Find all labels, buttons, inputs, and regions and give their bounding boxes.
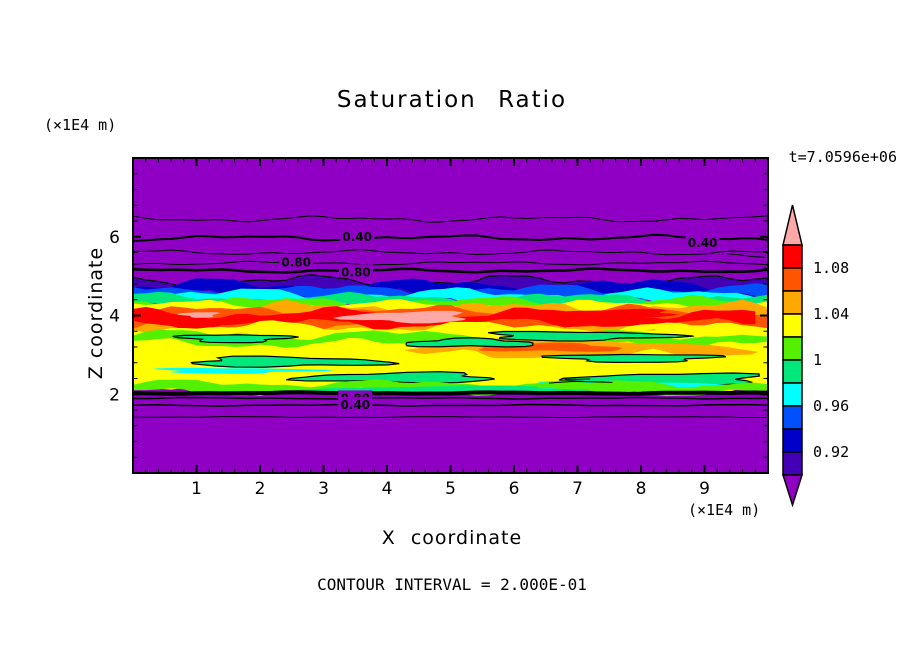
contour-line — [133, 215, 768, 223]
plot-interior: 0.400.400.800.800.800.40 — [133, 158, 768, 473]
colorbar-over-arrow — [782, 204, 803, 246]
fill-stripe — [133, 320, 768, 343]
contour-line — [548, 380, 613, 384]
fill-blob — [286, 371, 495, 384]
fill-blob — [190, 355, 400, 368]
time-label: t=7.0596e+06 — [788, 148, 897, 166]
contour-line — [726, 253, 765, 258]
x-tick-label: 8 — [636, 479, 647, 499]
fill-blob — [487, 330, 695, 342]
y-tick-label: 4 — [109, 307, 120, 327]
y-axis-title: Z coordinate — [85, 246, 107, 380]
y-axis-unit: (×1E4 m) — [44, 116, 117, 134]
colorbar-segment — [782, 290, 803, 315]
contour-line — [133, 233, 768, 242]
colorbar-label: 0.92 — [813, 443, 849, 461]
colorbar-label: 1 — [813, 351, 822, 369]
contour-label: 0.80 — [281, 256, 311, 270]
contour-label: 0.40 — [340, 398, 370, 412]
contour-label-mask — [279, 254, 314, 268]
colorbar-segment — [782, 359, 803, 384]
plot-title: Saturation Ratio — [336, 87, 568, 113]
x-axis-unit: (×1E4 m) — [688, 501, 761, 519]
contour-line — [133, 396, 768, 400]
x-tick-label: 7 — [572, 479, 583, 499]
x-tick-label: 1 — [191, 479, 202, 499]
contour-label: 0.40 — [688, 236, 718, 250]
contour-label-mask — [685, 234, 720, 248]
colorbar-segment — [782, 244, 803, 269]
x-tick-label: 2 — [255, 479, 266, 499]
tick-labels: 1 2 3 4 5 6 7 8 9 2 4 6 — [109, 228, 710, 499]
contour-label-mask — [338, 397, 373, 411]
colorbar-segment — [782, 313, 803, 338]
colorbar: 1.08 1.04 1 0.96 0.92 — [781, 204, 849, 508]
fill-blob — [538, 308, 679, 319]
colorbar-label: 1.04 — [813, 305, 849, 323]
colorbar-label: 1.08 — [813, 259, 849, 277]
contour-line — [133, 260, 768, 266]
x-tick-label: 4 — [382, 479, 393, 499]
fill-layers — [133, 273, 768, 397]
fill-blob — [332, 310, 467, 324]
colorbar-segment — [782, 451, 803, 476]
contour-line — [133, 403, 768, 407]
colorbar-segment — [782, 382, 803, 407]
contour-line — [133, 390, 768, 396]
contour-labels: 0.400.400.800.800.800.40 — [279, 228, 720, 412]
contour-line — [133, 267, 768, 274]
x-tick-label: 5 — [445, 479, 456, 499]
x-tick-label: 3 — [318, 479, 329, 499]
contour-label: 0.80 — [341, 265, 371, 279]
colorbar-under-arrow — [781, 474, 804, 508]
axis-ticks — [133, 158, 768, 473]
contour-label-mask — [338, 264, 373, 278]
fill-stripe — [133, 348, 768, 381]
fill-blob — [405, 337, 534, 348]
fill-blob — [172, 334, 299, 344]
colorbar-label: 0.96 — [813, 397, 849, 415]
colorbar-segment — [782, 336, 803, 361]
x-axis-title: X coordinate — [381, 527, 523, 549]
fill-blob — [176, 312, 221, 318]
x-tick-label: 6 — [509, 479, 520, 499]
colorbar-segment — [782, 267, 803, 292]
fill-blob — [541, 353, 727, 363]
colorbar-segment — [782, 405, 803, 430]
contour-line — [133, 416, 768, 419]
fill-blob — [153, 367, 334, 374]
contour-interval-note: CONTOUR INTERVAL = 2.000E-01 — [317, 575, 587, 594]
contour-line — [133, 249, 768, 256]
fill-blob — [478, 342, 623, 352]
contour-label-mask — [340, 228, 375, 242]
x-tick-label: 9 — [699, 479, 710, 499]
y-tick-label: 2 — [109, 385, 120, 405]
contour-lines — [133, 215, 768, 419]
colorbar-segment — [782, 428, 803, 453]
y-tick-label: 6 — [109, 228, 120, 248]
contour-label: 0.40 — [342, 230, 372, 244]
